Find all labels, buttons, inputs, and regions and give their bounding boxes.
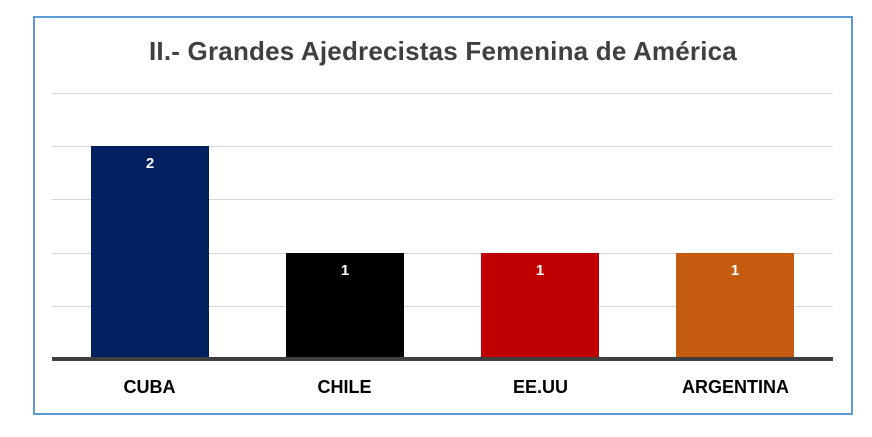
category-label-ee-uu: EE.UU: [512, 377, 568, 397]
category-label-argentina: ARGENTINA: [682, 377, 789, 397]
gridline: [52, 146, 833, 147]
bar-value-label: 1: [535, 262, 545, 279]
chart-title: II.- Grandes Ajedrecistas Femenina de Am…: [149, 36, 737, 66]
category-axis-labels: CUBA CHILE EE.UU ARGENTINA: [52, 372, 833, 402]
bar-value-label: 2: [145, 155, 155, 172]
x-axis-line: [52, 357, 833, 361]
bar-argentina: 1: [676, 253, 794, 359]
bar-value-label: 1: [340, 262, 350, 279]
category-label-cuba: CUBA: [123, 377, 176, 397]
bar-cuba: 2: [91, 146, 209, 359]
chart-frame: II.- Grandes Ajedrecistas Femenina de Am…: [33, 16, 853, 415]
gridline: [52, 306, 833, 307]
bar-ee-uu: 1: [481, 253, 599, 359]
bar-chile: 1: [286, 253, 404, 359]
bar-value-label: 1: [730, 262, 740, 279]
category-label-chile: CHILE: [317, 377, 372, 397]
gridline: [52, 199, 833, 200]
gridline: [52, 93, 833, 94]
gridline: [52, 253, 833, 254]
plot-area: 2 1 1 1: [52, 93, 833, 361]
